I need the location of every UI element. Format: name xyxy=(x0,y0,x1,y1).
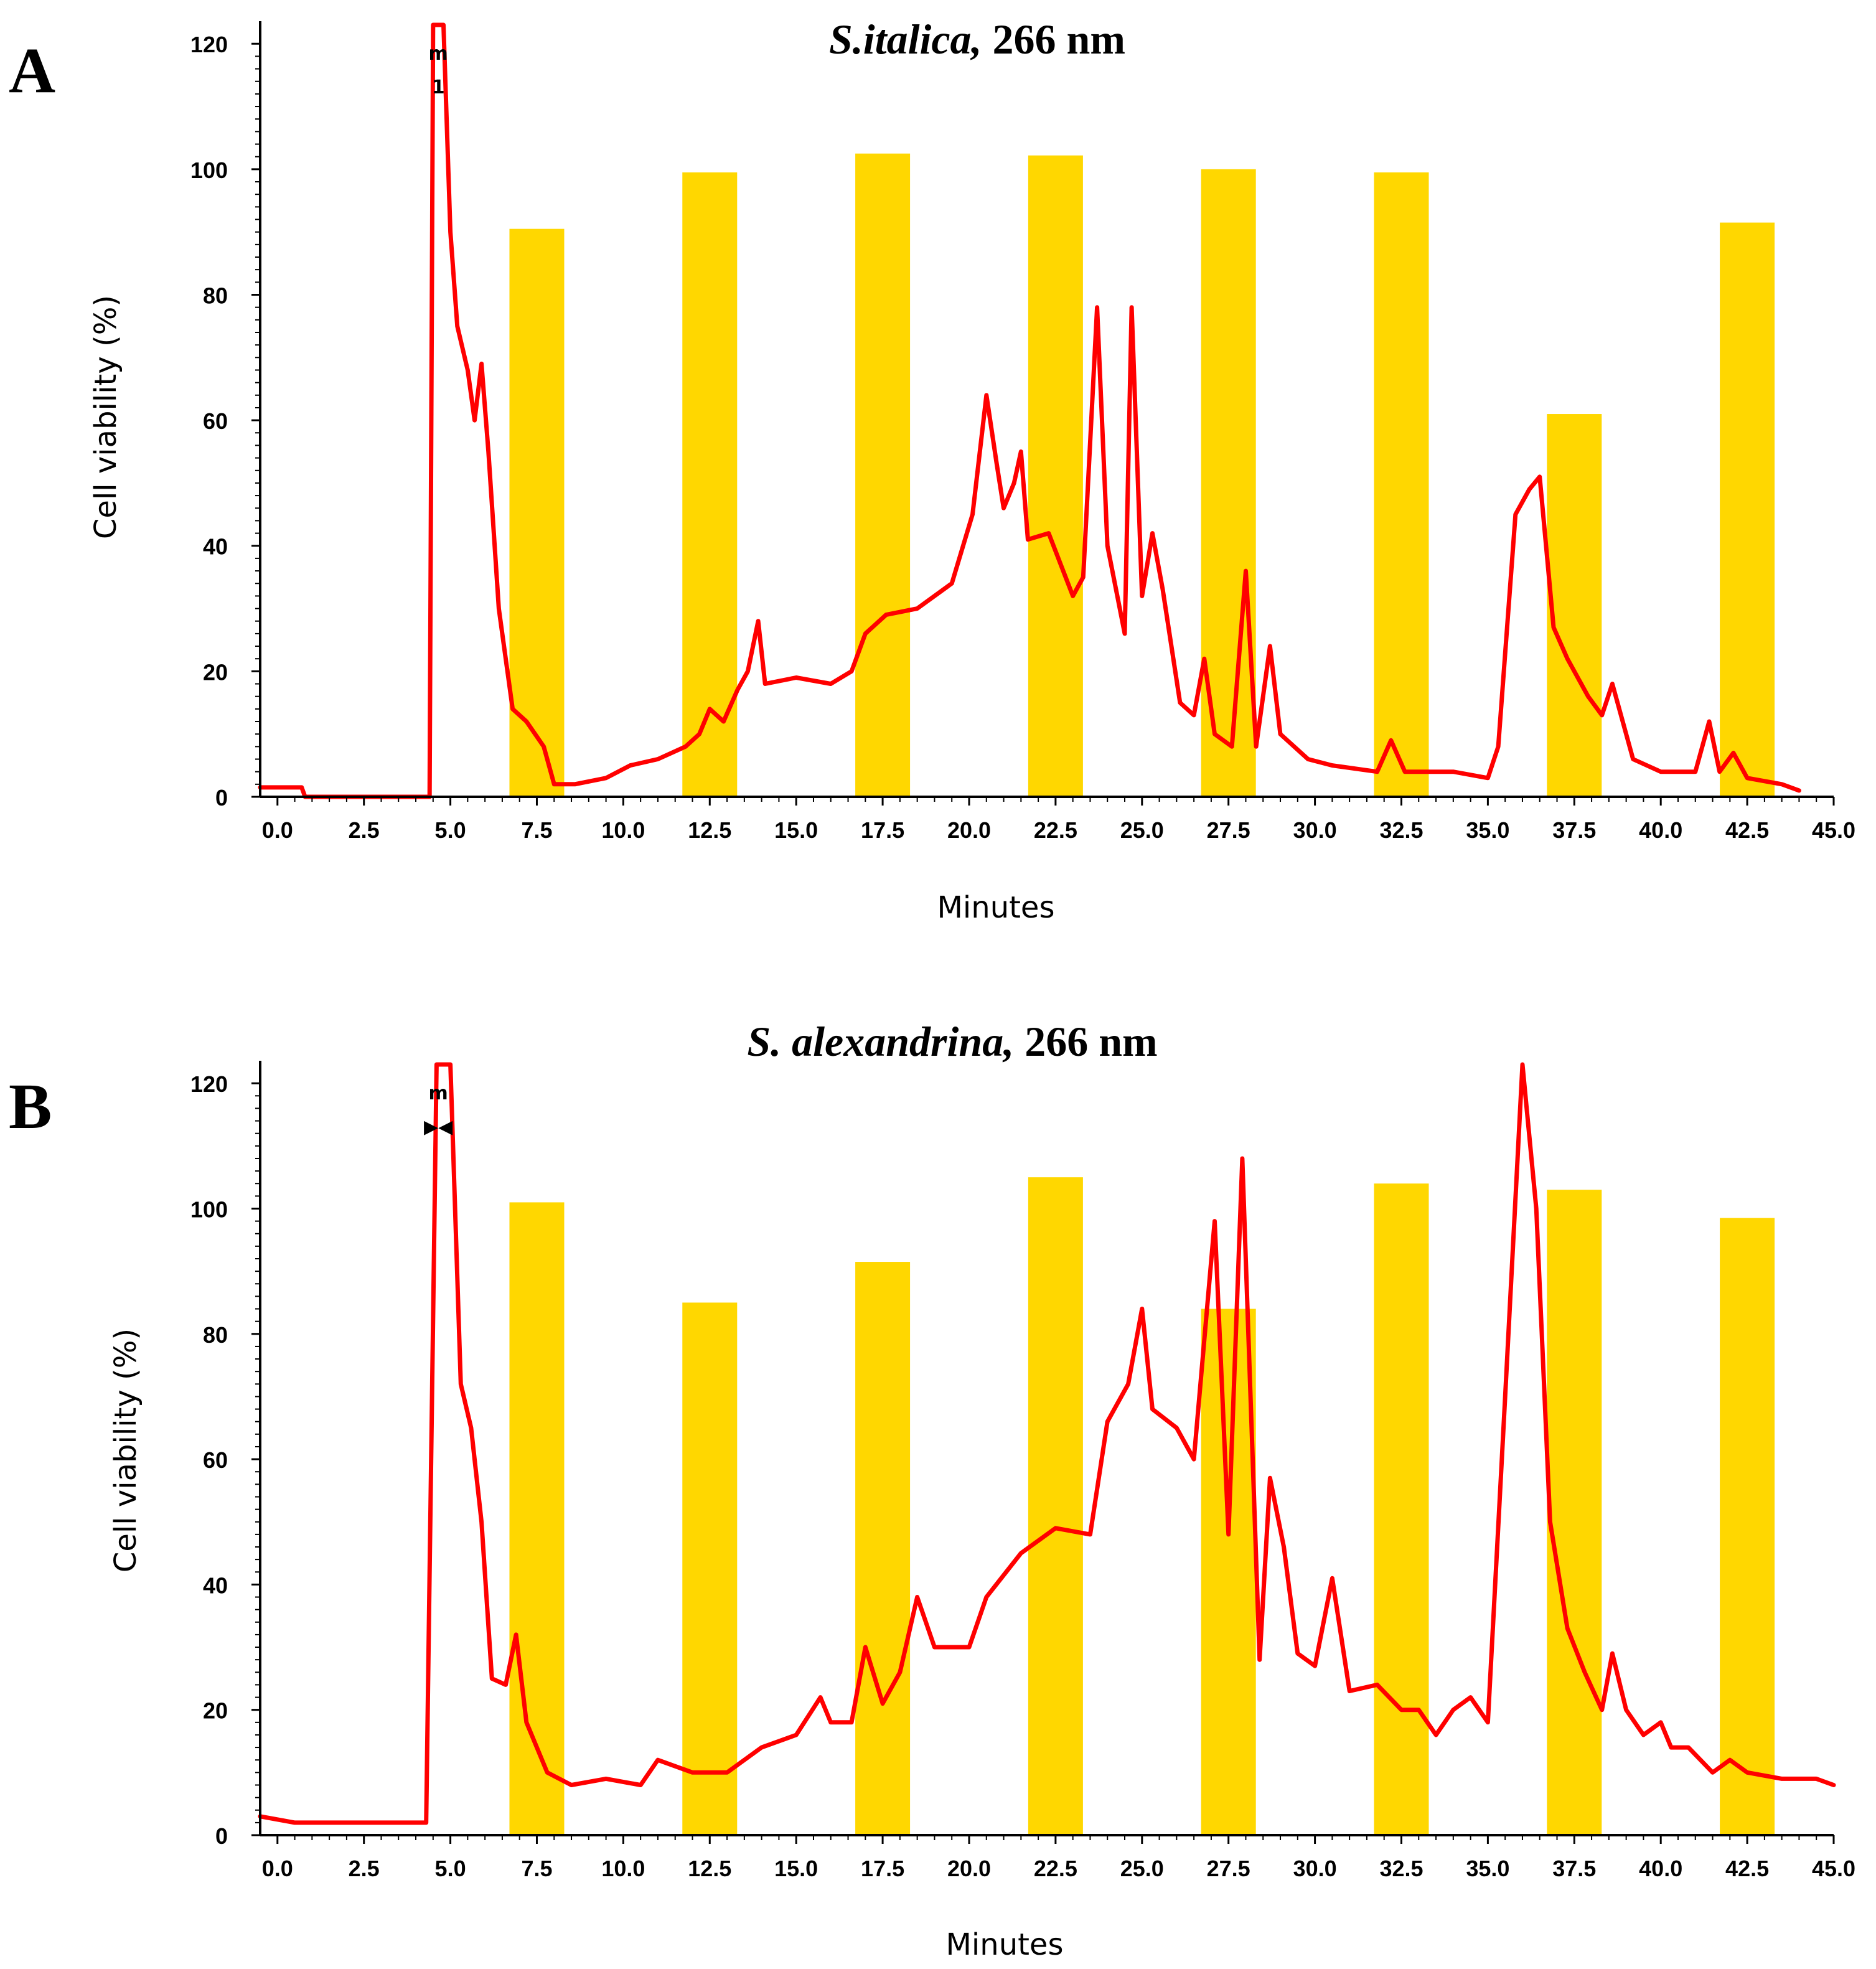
chart-title: S. alexandrina, 266 nm xyxy=(747,1018,1157,1065)
peak-marker: m xyxy=(429,43,448,65)
x-axis-title: Minutes xyxy=(937,890,1055,925)
y-axis-title: Cell viability (%) xyxy=(108,1328,143,1572)
x-tick-label: 17.5 xyxy=(861,1856,904,1881)
x-tick-label: 0.0 xyxy=(262,817,293,843)
peak-marker: 1 xyxy=(432,77,445,98)
x-tick-label: 45.0 xyxy=(1812,1856,1855,1881)
x-tick-label: 17.5 xyxy=(861,817,904,843)
bar-5 xyxy=(1201,1309,1256,1835)
y-tick-label: 0 xyxy=(215,1823,228,1849)
x-tick-label: 15.0 xyxy=(774,817,818,843)
y-tick-label: 40 xyxy=(203,534,228,560)
x-tick-label: 10.0 xyxy=(601,817,645,843)
peak-markers: m1 xyxy=(429,43,448,98)
x-tick-label: 10.0 xyxy=(601,1856,645,1881)
absorbance-trace xyxy=(258,1062,1836,1825)
y-tick-label: 100 xyxy=(190,1196,228,1222)
y-tick-label: 0 xyxy=(215,785,228,811)
x-tick-label: 42.5 xyxy=(1725,817,1769,843)
x-tick-label: 22.5 xyxy=(1034,1856,1077,1881)
bar-3 xyxy=(855,1262,911,1835)
x-tick-label: 35.0 xyxy=(1466,1856,1509,1881)
y-axis-title: Cell viability (%) xyxy=(88,295,123,539)
y-tick-label: 80 xyxy=(203,283,228,308)
panel-a: A S.italica, 266 nm 0.0 2.5 5.0 7.5 10.0 12.5… xyxy=(9,16,1855,925)
peak-marker: m xyxy=(429,1083,448,1104)
x-tick-label: 25.0 xyxy=(1120,817,1164,843)
panel-label: B xyxy=(9,1071,52,1142)
x-tick-label: 27.5 xyxy=(1207,1856,1250,1881)
x-tick-label: 30.0 xyxy=(1293,1856,1337,1881)
y-tick-label: 20 xyxy=(203,659,228,685)
x-tick-label: 5.0 xyxy=(435,817,466,843)
bar-series xyxy=(509,1177,1775,1835)
bar-1 xyxy=(509,228,565,797)
y-tick-label: 120 xyxy=(190,1071,228,1097)
chart-title: S.italica, 266 nm xyxy=(829,16,1125,63)
x-tick-label: 2.5 xyxy=(349,1856,380,1881)
panel-b: B S. alexandrina, 266 nm 0.0 2.5 5.0 7.5 10.… xyxy=(9,1018,1855,1962)
bar-6 xyxy=(1374,1183,1429,1835)
x-tick-label: 7.5 xyxy=(521,1856,552,1881)
x-tick-label: 32.5 xyxy=(1379,1856,1423,1881)
x-tick-label: 12.5 xyxy=(688,1856,731,1881)
bar-6 xyxy=(1374,172,1429,797)
absorbance-trace xyxy=(258,22,1801,799)
x-tick-label: 7.5 xyxy=(521,817,552,843)
x-tick-label: 20.0 xyxy=(947,1856,991,1881)
x-tick-label: 35.0 xyxy=(1466,817,1509,843)
axes: 0.0 2.5 5.0 7.5 10.0 12.5 15.0 17.5 20.0 22.5 25.0… xyxy=(190,21,1855,843)
bar-series xyxy=(509,153,1775,797)
x-tick-label: 15.0 xyxy=(774,1856,818,1881)
title-wavelength: 266 nm xyxy=(1014,1018,1157,1065)
x-tick-label: 22.5 xyxy=(1034,817,1077,843)
bar-1 xyxy=(509,1202,565,1835)
x-tick-label: 2.5 xyxy=(349,817,380,843)
y-tick-label: 20 xyxy=(203,1698,228,1724)
x-tick-label: 42.5 xyxy=(1725,1856,1769,1881)
x-tick-label: 12.5 xyxy=(688,817,731,843)
bar-4 xyxy=(1028,1177,1083,1835)
x-tick-label: 5.0 xyxy=(435,1856,466,1881)
trace-line xyxy=(258,22,1801,799)
x-tick-label: 30.0 xyxy=(1293,817,1337,843)
panel-label: A xyxy=(9,35,55,106)
x-tick-label: 37.5 xyxy=(1552,1856,1596,1881)
y-tick-label: 60 xyxy=(203,408,228,434)
x-axis-title: Minutes xyxy=(946,1927,1064,1962)
trace-line xyxy=(258,1062,1836,1825)
y-tick-label: 100 xyxy=(190,157,228,183)
x-tick-label: 45.0 xyxy=(1812,817,1855,843)
y-tick-label: 80 xyxy=(203,1322,228,1348)
bar-8 xyxy=(1720,222,1775,797)
title-wavelength: 266 nm xyxy=(982,16,1125,63)
y-tick-label: 60 xyxy=(203,1447,228,1473)
title-species: S.italica, xyxy=(829,16,982,63)
x-tick-label: 27.5 xyxy=(1207,817,1250,843)
peak-markers: m ▶◀ xyxy=(424,1083,453,1138)
x-tick-label: 40.0 xyxy=(1639,817,1682,843)
axes: 0.0 2.5 5.0 7.5 10.0 12.5 15.0 17.5 20.0 22.5 25.0… xyxy=(190,1061,1855,1881)
bar-8 xyxy=(1720,1218,1775,1835)
peak-marker: ▶◀ xyxy=(424,1116,453,1138)
x-tick-label: 25.0 xyxy=(1120,1856,1164,1881)
x-tick-label: 32.5 xyxy=(1379,817,1423,843)
x-tick-label: 0.0 xyxy=(262,1856,293,1881)
x-tick-label: 40.0 xyxy=(1639,1856,1682,1881)
y-tick-label: 120 xyxy=(190,32,228,57)
bar-7 xyxy=(1547,1190,1602,1835)
title-species: S. alexandrina, xyxy=(747,1018,1014,1065)
x-tick-label: 37.5 xyxy=(1552,817,1596,843)
x-tick-label: 20.0 xyxy=(947,817,991,843)
bar-3 xyxy=(855,153,911,797)
y-tick-label: 40 xyxy=(203,1572,228,1598)
bar-2 xyxy=(682,172,738,797)
bar-7 xyxy=(1547,414,1602,797)
bar-2 xyxy=(682,1302,738,1835)
bar-4 xyxy=(1028,155,1083,797)
